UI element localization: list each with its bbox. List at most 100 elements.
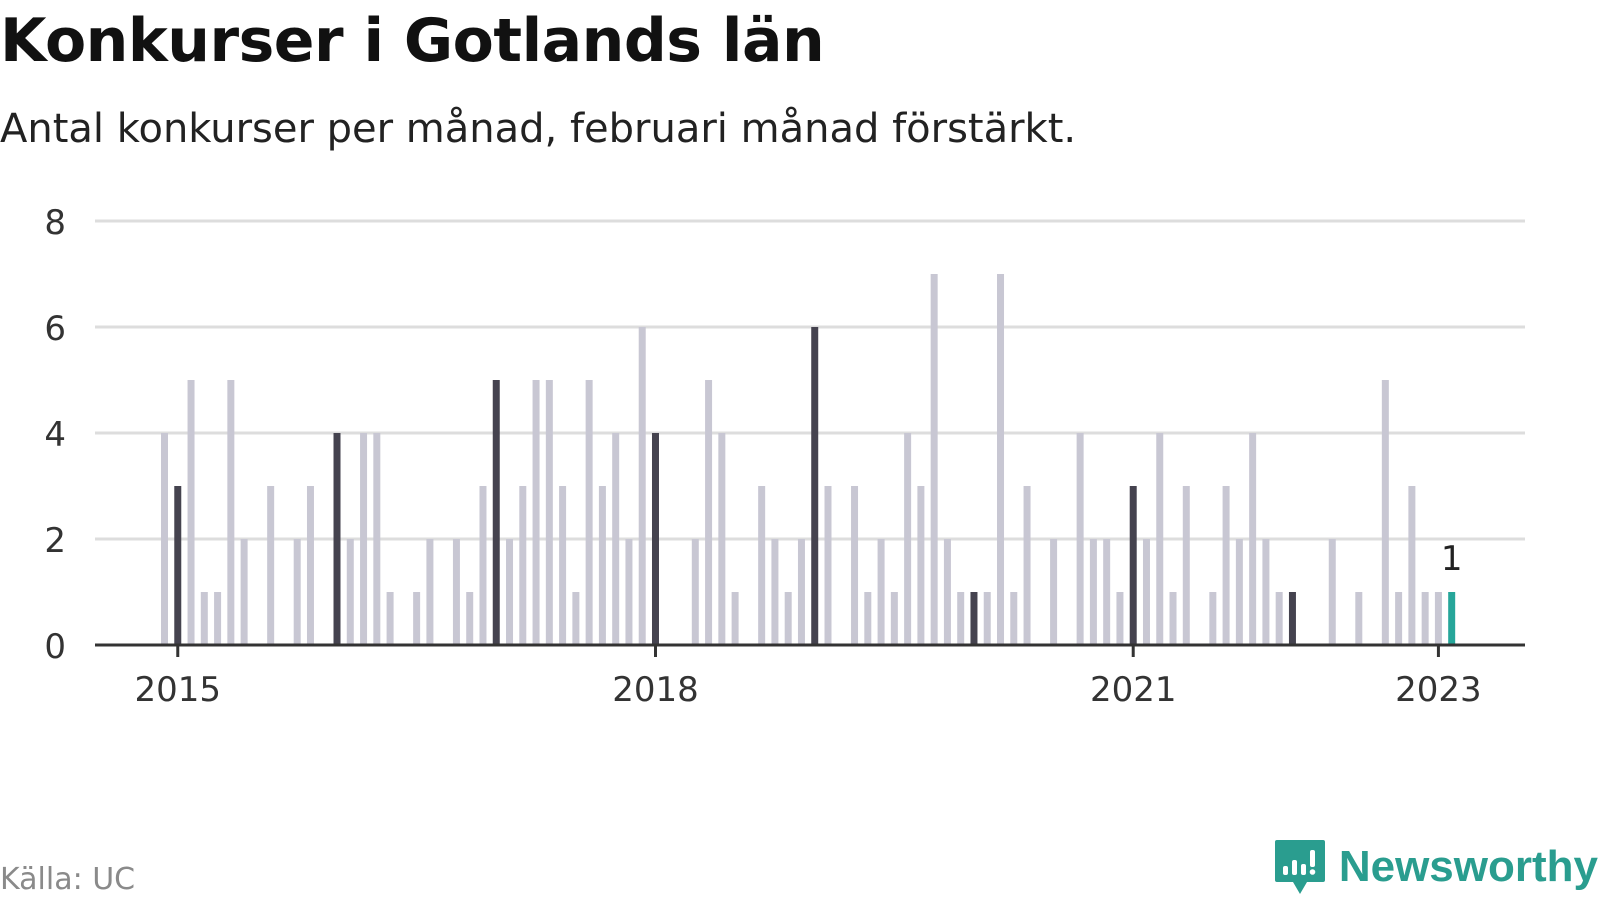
bar — [943, 539, 951, 645]
bar — [479, 486, 487, 645]
bar — [545, 380, 553, 645]
bar — [1129, 486, 1137, 645]
bar — [506, 539, 514, 645]
y-tick-label: 4 — [44, 415, 66, 455]
bar — [360, 433, 368, 645]
bar — [174, 486, 182, 645]
bar — [1182, 486, 1190, 645]
bar — [1408, 486, 1416, 645]
bar — [771, 539, 779, 645]
bars — [161, 274, 1456, 645]
bar — [227, 380, 235, 645]
bar — [1023, 486, 1031, 645]
bar — [1156, 433, 1164, 645]
bar — [1328, 539, 1336, 645]
bar — [758, 486, 766, 645]
bar — [824, 486, 832, 645]
bar — [1262, 539, 1270, 645]
bar — [997, 274, 1005, 645]
bar — [625, 539, 633, 645]
x-tick-label: 2018 — [612, 670, 699, 710]
bar — [161, 433, 168, 645]
bar — [612, 433, 620, 645]
bar — [917, 486, 925, 645]
bar — [957, 592, 965, 645]
bar — [1089, 539, 1097, 645]
bar — [851, 486, 859, 645]
bar — [784, 592, 792, 645]
gridlines — [95, 219, 1525, 541]
bar — [864, 592, 872, 645]
bar — [691, 539, 699, 645]
brand-name: Newsworthy — [1338, 842, 1598, 891]
bar — [1235, 539, 1243, 645]
bar — [1010, 592, 1018, 645]
newsworthy-brand[interactable]: Newsworthy — [1273, 838, 1598, 896]
bar — [797, 539, 805, 645]
bar — [1381, 380, 1389, 645]
bar — [452, 539, 460, 645]
latest-value-label: 1 — [1441, 539, 1463, 579]
bar — [1142, 539, 1150, 645]
bar — [413, 592, 421, 645]
bar — [811, 327, 819, 645]
bar — [1421, 592, 1429, 645]
bar — [426, 539, 434, 645]
x-tick-label: 2015 — [135, 670, 222, 710]
bar — [559, 486, 567, 645]
bar — [333, 433, 341, 645]
bar — [1209, 592, 1217, 645]
bar — [572, 592, 580, 645]
bar — [731, 592, 739, 645]
bar — [293, 539, 301, 645]
y-tick-label: 0 — [44, 627, 66, 667]
bar — [1116, 592, 1124, 645]
bar — [651, 433, 659, 645]
bar — [1448, 592, 1456, 645]
bar — [890, 592, 898, 645]
bar-chart: 0 2 4 6 8 2015 2018 2021 2023 1 — [44, 203, 1525, 710]
bar — [1288, 592, 1296, 645]
x-axis: 2015 2018 2021 2023 — [95, 643, 1525, 710]
x-tick-label: 2023 — [1395, 670, 1482, 710]
bar — [638, 327, 646, 645]
bar — [1355, 592, 1363, 645]
bar — [200, 592, 208, 645]
bar — [877, 539, 885, 645]
bar — [1103, 539, 1111, 645]
bar — [718, 433, 726, 645]
bar — [1169, 592, 1177, 645]
bar — [187, 380, 195, 645]
bar — [306, 486, 314, 645]
bar — [386, 592, 394, 645]
bar — [1050, 539, 1058, 645]
bar — [904, 433, 912, 645]
bar — [346, 539, 354, 645]
bar — [705, 380, 713, 645]
bar — [373, 433, 381, 645]
bar — [466, 592, 474, 645]
bar — [532, 380, 540, 645]
bar — [214, 592, 222, 645]
bar — [1222, 486, 1230, 645]
bar — [267, 486, 275, 645]
bar — [1434, 592, 1442, 645]
bar — [1395, 592, 1403, 645]
bar — [519, 486, 527, 645]
bar — [1076, 433, 1084, 645]
bar — [1275, 592, 1283, 645]
data-labels: 1 — [1441, 539, 1463, 579]
y-tick-label: 8 — [44, 203, 66, 243]
x-tick-label: 2021 — [1090, 670, 1177, 710]
y-tick-label: 6 — [44, 309, 66, 349]
bar — [1249, 433, 1257, 645]
y-tick-label: 2 — [44, 521, 66, 561]
bar — [492, 380, 500, 645]
chart-subtitle: Antal konkurser per månad, februari måna… — [0, 106, 1077, 152]
source-note: Källa: UC — [0, 862, 136, 897]
newsworthy-logo-icon — [1274, 840, 1325, 894]
chart-title: Konkurser i Gotlands län — [0, 6, 825, 76]
bar — [983, 592, 991, 645]
bar — [970, 592, 978, 645]
bar — [598, 486, 606, 645]
